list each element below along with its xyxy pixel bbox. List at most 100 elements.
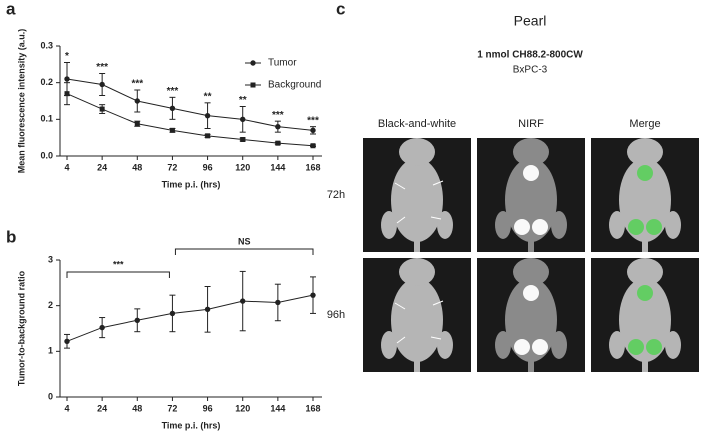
mouse-image [591,258,699,372]
panel-label: b [6,227,16,246]
mouse-image [477,258,585,372]
marker [134,121,140,127]
tumor-signal [646,219,662,235]
mouse-leg [495,211,511,239]
mouse-tail [642,240,648,252]
x-tick-label: 24 [97,403,107,413]
significance: *** [272,110,284,121]
series-line [66,93,314,147]
mouse-tail [414,360,420,372]
marker [275,140,281,146]
mouse-tail [414,240,420,252]
mouse-leg [609,211,625,239]
x-tick-label: 168 [305,162,320,172]
tumor-signal [637,285,653,301]
arrow [430,336,442,340]
mouse-leg [381,211,397,239]
significance: *** [167,86,179,97]
tumor-signal [646,339,662,355]
x-tick-label: 120 [235,403,250,413]
tumor-signal [637,165,653,181]
mouse-body [391,278,443,362]
row-label: 72h [327,189,345,201]
marker [169,105,176,112]
x-tick-label: 72 [167,162,177,172]
mouse-leg [665,331,681,359]
marker [275,299,281,306]
bracket-label: *** [113,259,124,269]
x-axis-label: Time p.i. (hrs) [162,179,221,189]
y-tick-label: 1 [48,346,53,356]
mouse-head [399,138,435,166]
x-tick-label: 168 [305,403,320,413]
mouse-leg [437,331,453,359]
marker [64,338,70,344]
significance: *** [131,79,143,90]
x-tick-label: 4 [64,162,69,172]
mouse-image [591,138,699,252]
bracket [66,271,170,278]
mouse-head [513,258,549,286]
arrow [394,182,406,190]
agent: 1 nmol CH88.2-800CW [477,50,583,61]
mouse-leg [551,211,567,239]
mouse-head [513,138,549,166]
x-axis-label: Time p.i. (hrs) [162,420,221,430]
marker [134,317,140,323]
marker [204,306,211,313]
column-label: Merge [629,118,660,130]
tumor-signal [628,339,644,355]
mouse-leg [437,211,453,239]
bracket-label: NS [238,236,251,246]
bracket [174,248,314,255]
significance: * [65,51,69,62]
significance: *** [307,115,319,126]
y-tick-label: 3 [48,254,53,264]
significance: ** [239,95,247,106]
marker [134,98,140,104]
x-tick-label: 120 [235,162,250,172]
mouse-leg [495,331,511,359]
mouse-head [627,138,663,166]
marker [64,91,70,97]
tumor-signal [523,165,539,181]
legend-label: Background [268,80,321,91]
y-tick-label: 0.2 [40,77,53,87]
legend-marker [250,60,256,66]
marker [310,127,316,134]
x-tick-label: 144 [270,403,285,413]
marker [169,127,175,133]
legend-label: Tumor [268,58,297,69]
legend-marker [250,82,256,88]
marker [64,76,70,82]
marker [204,112,211,119]
significance: *** [96,62,108,73]
tumor-signal [532,339,548,355]
marker [99,106,105,112]
column-label: Black-and-white [378,118,456,130]
y-axis-label: Mean fluorescence intensity (a.u.) [16,29,26,174]
significance: ** [204,91,212,102]
mouse-head [627,258,663,286]
y-tick-label: 2 [48,300,53,310]
marker [169,310,176,317]
series-line [66,294,314,342]
series-line [66,78,314,131]
marker [310,292,316,298]
x-tick-label: 96 [203,403,213,413]
column-label: NIRF [518,118,544,130]
arrow [396,336,406,344]
x-tick-label: 48 [132,162,142,172]
arrow [432,180,444,186]
x-tick-label: 4 [64,403,69,413]
marker [240,137,246,142]
arrow [430,216,442,220]
mouse-body [391,158,443,242]
y-tick-label: 0.0 [40,150,53,160]
y-tick-label: 0.1 [40,114,53,124]
x-tick-label: 72 [167,403,177,413]
y-tick-label: 0.3 [40,40,53,50]
mouse-tail [528,360,534,372]
y-tick-label: 0 [48,391,53,401]
